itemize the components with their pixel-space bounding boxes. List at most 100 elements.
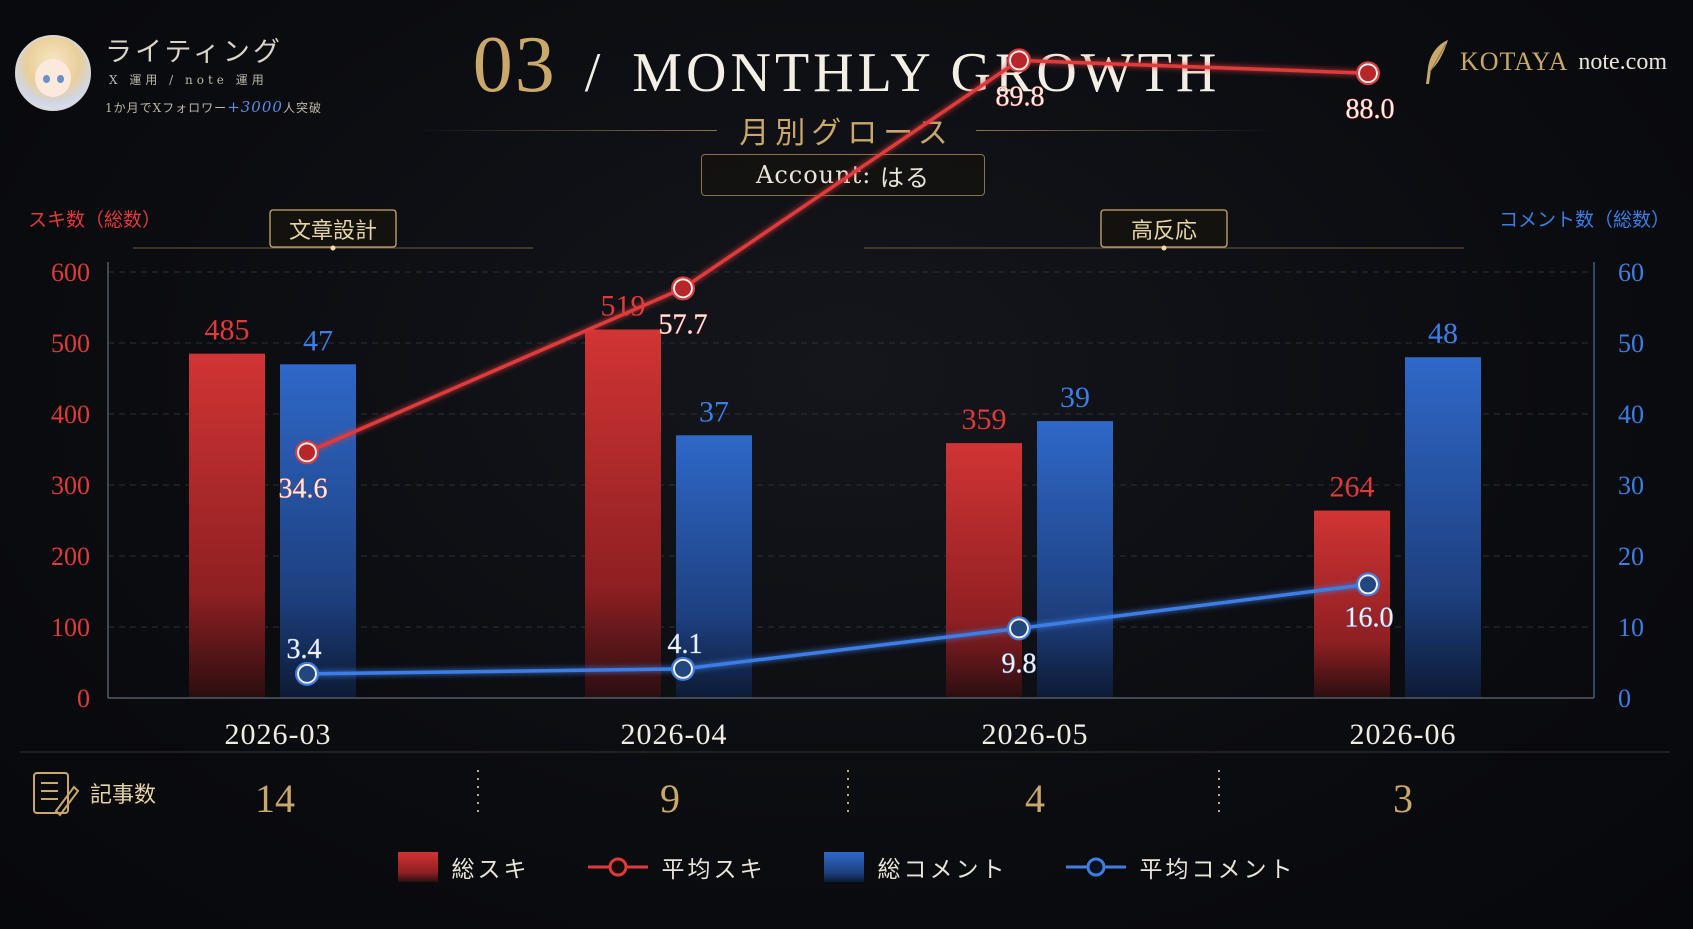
brand-achievement: 1か月でXフォロワー+3000人突破: [105, 98, 322, 116]
bar-total-suki-label: 359: [962, 403, 1007, 436]
legend-blue-line-swatch: [1065, 857, 1126, 877]
avg-comment-point-ring: [671, 656, 695, 681]
x-tick-label: 2026-05: [982, 718, 1089, 751]
avg-comment-point: [297, 663, 317, 684]
right-axis-title: コメント数（総数）: [1499, 209, 1670, 231]
left-tick-label: 200: [51, 542, 90, 571]
avg-comment-label: 9.8: [1002, 648, 1037, 679]
legend-avg-suki: 平均スキ: [587, 850, 766, 884]
avg-comment-label: 16.0: [1345, 602, 1394, 633]
legend-total-comment-label: 総コメント: [877, 857, 1008, 883]
legend-total-suki: 総スキ: [397, 850, 530, 884]
right-tick-label: 20: [1618, 542, 1644, 571]
article-count-value: 14: [255, 776, 295, 821]
left-tick-label: 0: [77, 684, 90, 713]
legend-red-line-swatch: [587, 857, 648, 877]
achievement-suffix: 人突破: [282, 101, 322, 115]
x-tick-label: 2026-03: [225, 718, 332, 751]
x-tick-label: 2026-06: [1350, 718, 1457, 751]
avg-comment-point: [1009, 618, 1029, 639]
bar-total-comment: [676, 435, 752, 698]
right-tick-label: 30: [1618, 471, 1644, 500]
brand-title: ライティング: [105, 37, 283, 68]
avatar: [15, 35, 91, 111]
subtitle-divider-right: [975, 129, 1276, 131]
account-badge: Account: はる: [701, 154, 985, 196]
legend: 総スキ 平均スキ 総コメント 平均コメント: [0, 850, 1693, 884]
brand-subtitle: X 運用 / note 運用: [109, 73, 268, 87]
brand-header: ライティング X 運用 / note 運用 1か月でXフォロワー+3000人突破: [15, 30, 322, 116]
legend-total-comment: 総コメント: [823, 850, 1008, 884]
title-number: 03: [472, 21, 557, 109]
left-axis-title: スキ数（総数）: [28, 209, 161, 231]
quill-icon: [1425, 40, 1448, 84]
bar-total-suki-label: 519: [601, 290, 646, 323]
article-icon-pen: [54, 785, 80, 817]
avg-suki-point-ring: [671, 276, 695, 301]
article-count-value: 4: [1025, 776, 1045, 821]
avg-suki-point: [1009, 50, 1029, 71]
annotation-label: 高反応: [1131, 219, 1197, 244]
article-count-label: 記事数: [90, 783, 156, 808]
bar-total-comment-label: 37: [699, 395, 729, 428]
article-count-value: 3: [1393, 776, 1413, 821]
legend-total-suki-label: 総スキ: [451, 857, 530, 883]
legend-avg-comment-label: 平均コメント: [1139, 857, 1296, 883]
bar-total-suki: [585, 329, 661, 698]
avg-suki-point-ring: [295, 440, 319, 465]
bar-total-suki-label: 264: [1330, 471, 1375, 504]
bar-total-suki: [189, 353, 265, 698]
page-title: 03 / MONTHLY GROWTH: [0, 20, 1693, 111]
right-tick-label: 0: [1618, 684, 1631, 713]
legend-avg-comment: 平均コメント: [1065, 850, 1296, 884]
logo-subtext: note.com: [1578, 48, 1667, 75]
right-tick-label: 10: [1618, 613, 1644, 642]
avg-comment-point-ring: [1356, 572, 1380, 597]
logo-text: KOTAYA: [1459, 47, 1569, 76]
logo: KOTAYA note.com: [1420, 38, 1667, 86]
right-tick-label: 50: [1618, 329, 1644, 358]
title-text: MONTHLY GROWTH: [632, 42, 1221, 104]
avg-suki-line: [306, 58, 1369, 454]
article-icon-page: [33, 772, 69, 814]
avg-comment-point: [673, 658, 693, 679]
account-name: はる: [879, 163, 930, 192]
avg-suki-label: 34.6: [279, 473, 328, 504]
title-slash: /: [584, 42, 605, 104]
bar-total-comment-label: 47: [303, 324, 333, 357]
annotation-dot: [330, 245, 336, 251]
subtitle-divider-left: [417, 129, 718, 131]
annotation-dot: [1161, 245, 1167, 251]
avg-comment-line: [306, 582, 1369, 676]
bar-total-comment: [1405, 357, 1481, 698]
left-tick-label: 400: [51, 400, 90, 429]
bar-total-comment-label: 48: [1428, 317, 1458, 350]
right-tick-label: 60: [1618, 258, 1644, 287]
avg-comment-point-ring: [1007, 616, 1031, 641]
avg-suki-point: [1358, 63, 1378, 84]
avg-suki-point: [673, 278, 693, 299]
avg-suki-label: 88.0: [1346, 94, 1395, 125]
left-tick-label: 300: [51, 471, 90, 500]
bar-total-suki: [1314, 510, 1390, 698]
legend-red-bar-swatch: [397, 852, 438, 882]
avg-suki-point-ring: [1007, 48, 1031, 73]
avg-comment-point-ring: [295, 661, 319, 686]
left-tick-label: 600: [51, 258, 90, 287]
achievement-prefix: 1か月でXフォロワー: [105, 101, 228, 115]
bar-total-comment: [280, 364, 356, 698]
brand-block: ライティング X 運用 / note 運用 1か月でXフォロワー+3000人突破: [105, 30, 322, 116]
avg-suki-point-ring: [1356, 61, 1380, 86]
avg-suki-label: 89.8: [996, 81, 1045, 112]
avg-suki-point: [297, 442, 317, 463]
article-icon: [33, 772, 80, 817]
avg-comment-label: 3.4: [287, 634, 322, 665]
bar-total-suki: [946, 443, 1022, 698]
annotation-label: 文章設計: [289, 219, 377, 244]
avg-suki-label: 57.7: [659, 309, 708, 340]
article-count-value: 9: [660, 776, 680, 821]
right-tick-label: 40: [1618, 400, 1644, 429]
legend-blue-bar-swatch: [823, 852, 864, 882]
bar-total-comment: [1037, 421, 1113, 698]
